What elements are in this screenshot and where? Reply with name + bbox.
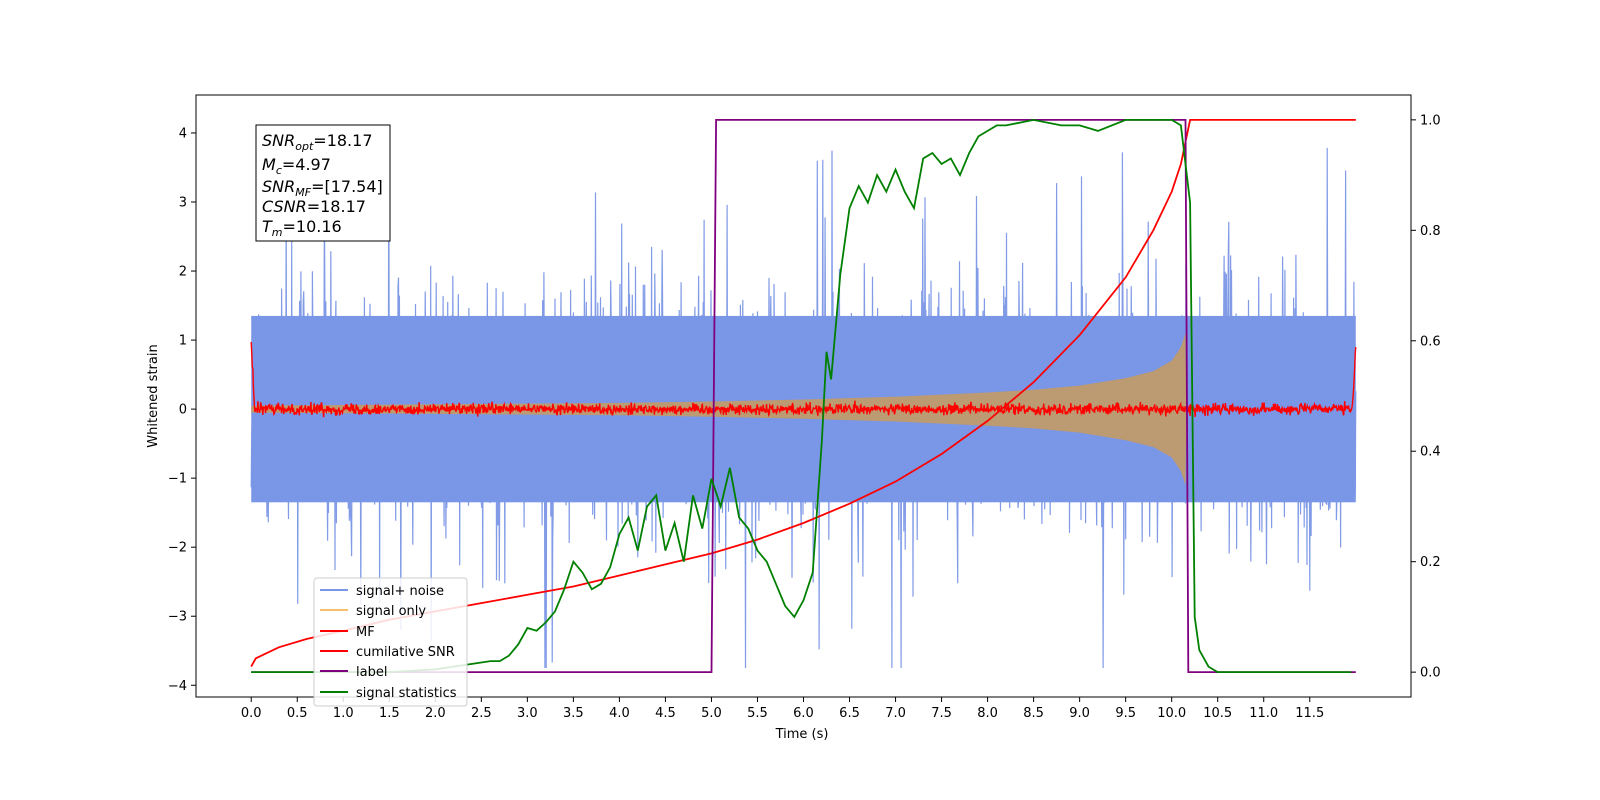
y-tick-label: −1: [168, 472, 187, 487]
x-tick-label: 1.0: [333, 706, 354, 721]
legend-label-signal-only: signal only: [356, 604, 426, 619]
y-axis-label: Whitened strain: [146, 344, 161, 447]
y-tick-label: −3: [168, 610, 187, 625]
legend-label-signal-noise: signal+ noise: [356, 584, 444, 599]
y-axis-right: 1.0 0.8 0.6 0.4 0.2 0.0: [1411, 113, 1441, 681]
x-tick-label: 11.0: [1249, 706, 1278, 721]
x-tick-label: 0.5: [287, 706, 308, 721]
y-tick-label: −4: [168, 679, 187, 694]
x-tick-label: 8.0: [977, 706, 998, 721]
annotation-snr-opt: SNRopt=18.17: [262, 131, 373, 153]
x-tick-label: 11.5: [1295, 706, 1324, 721]
y2-tick-label: 1.0: [1420, 113, 1441, 128]
legend-label-csnr: cumilative SNR: [356, 645, 455, 660]
x-tick-label: 9.0: [1069, 706, 1090, 721]
x-tick-label: 7.5: [931, 706, 952, 721]
x-tick-label: 3.5: [563, 706, 584, 721]
legend-label-label: label: [356, 665, 387, 680]
y-tick-label: 4: [179, 126, 187, 141]
x-tick-label: 5.5: [747, 706, 768, 721]
x-tick-label: 1.5: [379, 706, 400, 721]
y2-tick-label: 0.8: [1420, 224, 1441, 239]
x-tick-label: 10.0: [1157, 706, 1186, 721]
x-axis-label: Time (s): [775, 727, 829, 742]
x-tick-label: 7.0: [885, 706, 906, 721]
x-axis: 0.0 0.5 1.0 1.5 2.0 2.5 3.0 3.5 4.0 4.5 5.0 5.5 6.0 6…: [241, 697, 1324, 721]
x-tick-label: 3.0: [517, 706, 538, 721]
legend-label-mf: MF: [356, 625, 375, 640]
y-tick-label: 3: [179, 196, 187, 211]
x-tick-label: 4.0: [609, 706, 630, 721]
y2-tick-label: 0.2: [1420, 555, 1441, 570]
x-tick-label: 4.5: [655, 706, 676, 721]
signal-statistics-line: [251, 118, 1352, 673]
y2-tick-label: 0.6: [1420, 334, 1441, 349]
annotation-tm: Tm=10.16: [262, 217, 342, 239]
x-tick-label: 0.0: [241, 706, 262, 721]
annotation-mc: Mc=4.97: [262, 155, 331, 177]
y2-tick-label: 0.0: [1420, 666, 1441, 681]
y-tick-label: 2: [179, 265, 187, 280]
y2-tick-label: 0.4: [1420, 445, 1441, 460]
x-tick-label: 6.5: [839, 706, 860, 721]
series-signal-statistics: [251, 118, 1352, 673]
x-tick-label: 5.0: [701, 706, 722, 721]
y-axis-left: 4 3 2 1 0 −1 −2 −3 −4: [168, 126, 196, 694]
x-tick-label: 2.0: [425, 706, 446, 721]
x-tick-label: 2.5: [471, 706, 492, 721]
y-tick-label: −2: [168, 541, 187, 556]
annotation-box: SNRopt=18.17 Mc=4.97 SNRMF=[17.54] CSNR=…: [255, 124, 391, 242]
x-tick-label: 6.0: [793, 706, 814, 721]
legend: signal+ noise signal only MF cumilative …: [313, 577, 468, 707]
annotation-snr-mf: SNRMF=[17.54]: [262, 177, 383, 199]
annotation-csnr: CSNR=18.17: [262, 197, 366, 216]
x-tick-label: 10.5: [1203, 706, 1232, 721]
x-tick-label: 8.5: [1023, 706, 1044, 721]
plot-area: [250, 118, 1357, 673]
x-tick-label: 9.5: [1115, 706, 1136, 721]
legend-frame: [313, 577, 468, 707]
annotation-frame: [255, 124, 391, 242]
mf-line: [250, 341, 1357, 418]
y-tick-label: 1: [179, 334, 187, 349]
y-tick-label: 0: [179, 403, 187, 418]
legend-label-signal-statistics: signal statistics: [356, 686, 457, 701]
series-mf: [250, 341, 1357, 418]
